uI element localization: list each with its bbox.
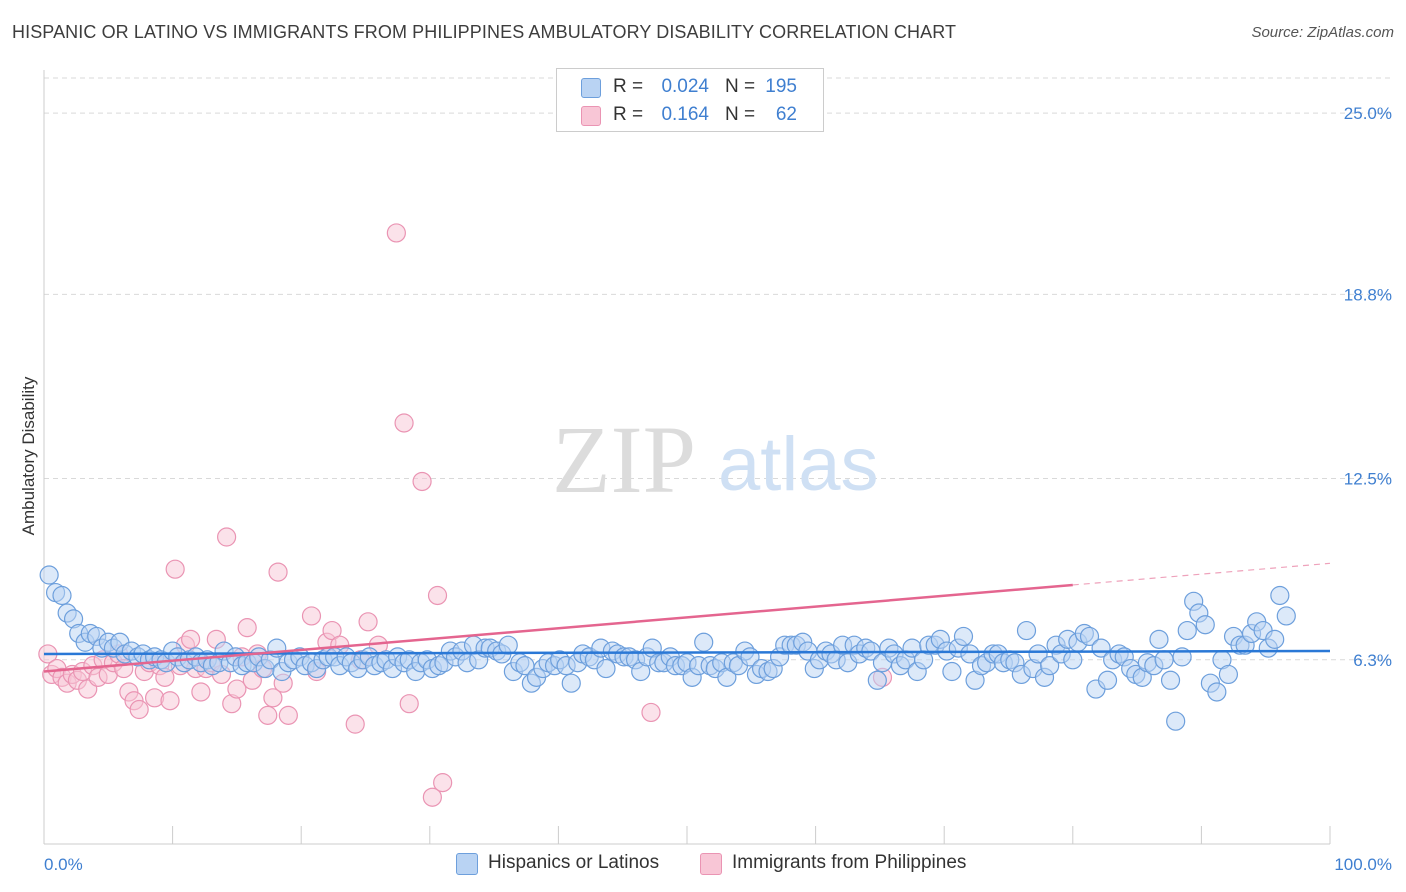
y-tick-label: 6.3% [1353,651,1392,670]
data-point [160,691,180,711]
y-tick-label: 12.5% [1344,470,1392,489]
y-tick-label: 18.8% [1344,285,1392,304]
data-point [596,658,616,679]
data-point [960,644,980,664]
data-point [1218,664,1239,685]
data-point [386,223,406,243]
data-point [394,413,414,433]
trend-lines [43,562,1331,673]
data-point [422,787,442,807]
data-point [217,527,237,547]
trend-line-philippines-extension [1072,562,1331,586]
data-point [1154,650,1174,670]
watermark-zip: ZIP [552,406,696,513]
data-point [165,559,185,579]
data-point [412,471,432,492]
data-point [1270,585,1290,606]
legend-row-philippines: R = 0.164 N = 62 [557,101,823,129]
data-point [227,679,247,699]
data-point [345,714,365,734]
data-point [301,606,322,626]
data-point [39,565,59,585]
data-point [268,562,288,582]
data-point [561,673,581,693]
legend-swatch-pink [581,106,601,126]
trend-line-philippines [43,583,1073,673]
gridlines [44,77,1392,661]
legend-r-value: 0.164 [661,104,709,125]
legend-n-label: N = [725,76,756,97]
data-point [1207,682,1227,702]
watermark: ZIP atlas [552,406,879,513]
bottom-legend-label: Immigrants from Philippines [732,852,967,873]
legend-r-value: 0.024 [661,76,709,97]
legend-n-value: 195 [765,76,797,97]
data-point [953,626,974,647]
data-point [1028,644,1048,664]
data-point [263,688,283,708]
legend-row-hispanics: R = 0.024 N = 195 [557,73,823,101]
x-tick-label-start: 0.0% [44,855,83,874]
data-point [1063,650,1083,670]
y-tick-labels: 6.3% 12.5% 18.8% 25.0% [1344,104,1392,670]
legend-n-value: 62 [775,104,797,125]
data-point [1166,711,1186,731]
data-point [358,612,378,632]
legend-n-label: N = [725,104,756,125]
source-label: Source: ZipAtlas.com [1251,24,1394,41]
legend-swatch-blue [581,78,601,98]
y-axis-label: Ambulatory Disability [19,376,38,535]
x-tick-label-end: 100.0% [1334,855,1392,874]
correlation-legend: R = 0.024 N = 195 R = 0.164 N = 62 [556,68,824,132]
data-point [1177,620,1197,641]
bottom-legend-swatch-blue [456,853,478,875]
data-point [1160,670,1181,690]
series-immigrants-from-philippines [38,223,893,807]
data-point [1265,629,1285,649]
data-point [399,694,419,714]
y-tick-label: 25.0% [1344,104,1392,123]
data-point [1079,626,1100,647]
bottom-legend-label: Hispanics or Latinos [488,852,660,873]
data-point [427,585,448,606]
data-point [278,705,298,725]
axes [43,70,1331,845]
data-point [258,705,278,725]
chart-title: HISPANIC OR LATINO VS IMMIGRANTS FROM PH… [12,22,957,42]
data-point [1195,615,1215,635]
legend-r-label: R = [613,104,644,125]
data-point [867,670,887,690]
data-point [52,585,72,606]
data-point [1276,606,1296,626]
data-point [498,635,518,655]
legend-r-label: R = [613,76,644,97]
data-point [1149,629,1169,649]
data-point [433,773,453,793]
bottom-legend-swatch-pink [700,853,722,875]
data-point [181,629,201,649]
watermark-atlas: atlas [718,422,879,507]
data-point [191,682,211,702]
data-point [1040,656,1060,676]
data-point [1016,620,1037,641]
data-point [694,632,714,652]
data-point [237,618,257,638]
data-point [1097,670,1118,690]
data-point [942,661,962,682]
x-tick-labels: 0.0% 100.0% [44,855,1392,874]
data-point [641,702,661,723]
data-point [129,699,149,720]
